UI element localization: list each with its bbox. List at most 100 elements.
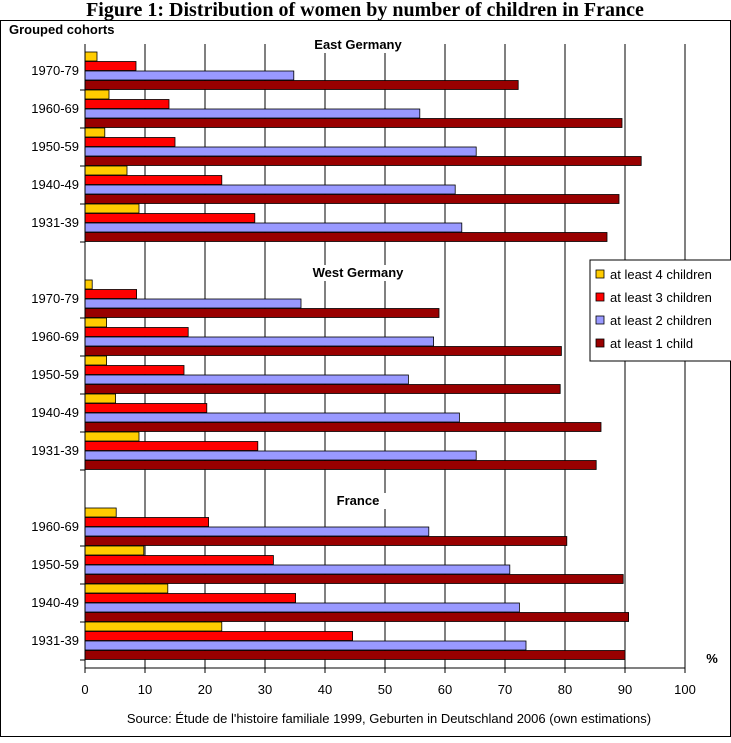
x-tick-label: 60 bbox=[438, 682, 452, 697]
group-label-layer: East Germany West Germany France bbox=[302, 37, 414, 509]
legend-swatch bbox=[595, 269, 605, 279]
bar bbox=[84, 393, 117, 404]
tick-layer: 0 10 20 30 40 50 60 70 80 90 100 1970-79 1960-69 1950… bbox=[31, 63, 696, 697]
y-tick-label: 1950-59 bbox=[31, 557, 79, 572]
legend-swatch bbox=[595, 292, 605, 302]
bar bbox=[84, 412, 460, 423]
bar bbox=[84, 422, 602, 432]
x-tick-label: 50 bbox=[378, 682, 392, 697]
bar bbox=[84, 602, 520, 613]
legend-label: at least 1 child bbox=[610, 336, 693, 351]
y-tick-label: 1931-39 bbox=[31, 633, 79, 648]
bar bbox=[84, 374, 409, 385]
y-tick-label: 1960-69 bbox=[31, 329, 79, 344]
bar bbox=[84, 517, 209, 527]
y-tick-label: 1931-39 bbox=[31, 215, 79, 230]
bar bbox=[84, 507, 117, 518]
legend-label: at least 4 children bbox=[610, 267, 712, 282]
bar bbox=[84, 213, 256, 223]
x-tick-label: 90 bbox=[618, 682, 632, 697]
bar bbox=[84, 631, 354, 641]
legend: at least 4 children at least 3 children at… bbox=[589, 259, 731, 362]
legend-items: at least 4 children at least 3 children at… bbox=[595, 267, 712, 351]
y-tick-label: 1940-49 bbox=[31, 405, 79, 420]
y-tick-label: 1940-49 bbox=[31, 595, 79, 610]
figure-title: Figure 1: Distribution of women by numbe… bbox=[86, 0, 644, 21]
bar bbox=[84, 593, 297, 603]
bar bbox=[84, 555, 274, 565]
bar bbox=[84, 612, 629, 622]
legend-label: at least 3 children bbox=[610, 290, 712, 305]
bar bbox=[84, 99, 170, 109]
x-tick-label: 100 bbox=[674, 682, 696, 697]
source-note: Source: Étude de l'histoire familiale 19… bbox=[127, 711, 651, 726]
bar bbox=[84, 127, 106, 138]
bar bbox=[84, 336, 435, 347]
bar bbox=[84, 564, 511, 575]
legend-box bbox=[589, 259, 731, 362]
group-label: France bbox=[337, 493, 380, 508]
y-tick-label: 1960-69 bbox=[31, 519, 79, 534]
y-tick-label: 1950-59 bbox=[31, 367, 79, 382]
x-tick-label: 10 bbox=[138, 682, 152, 697]
legend-swatch bbox=[595, 315, 605, 325]
bar bbox=[84, 289, 137, 299]
bar bbox=[84, 279, 93, 290]
bar bbox=[84, 574, 624, 584]
bar bbox=[84, 165, 128, 176]
bar bbox=[84, 460, 597, 470]
legend-swatch bbox=[595, 338, 605, 348]
legend-label: at least 2 children bbox=[610, 313, 712, 328]
y-tick-label: 1940-49 bbox=[31, 177, 79, 192]
bar bbox=[84, 89, 110, 100]
unit-label: % bbox=[706, 651, 718, 666]
bar bbox=[84, 137, 176, 147]
bar bbox=[84, 431, 140, 442]
bar bbox=[84, 175, 223, 185]
bar bbox=[84, 51, 98, 62]
group-label-background bbox=[302, 37, 414, 53]
bar bbox=[84, 298, 302, 309]
bar bbox=[84, 403, 208, 413]
x-tick-label: 70 bbox=[498, 682, 512, 697]
bar bbox=[84, 61, 137, 71]
bar bbox=[84, 526, 430, 537]
y-tick-label: 1970-79 bbox=[31, 291, 79, 306]
y-tick-label: 1960-69 bbox=[31, 101, 79, 116]
bar bbox=[84, 536, 568, 546]
bar bbox=[84, 308, 440, 318]
group-label-background bbox=[302, 265, 414, 281]
group-label: West Germany bbox=[313, 265, 405, 280]
x-tick-label: 80 bbox=[558, 682, 572, 697]
bar bbox=[84, 545, 145, 556]
bar bbox=[84, 222, 463, 233]
bar bbox=[84, 583, 169, 594]
y-axis-title: Grouped cohorts bbox=[9, 22, 114, 37]
bar bbox=[84, 146, 477, 157]
x-tick-label: 20 bbox=[198, 682, 212, 697]
bar bbox=[84, 194, 620, 204]
x-tick-label: 0 bbox=[81, 682, 88, 697]
bar bbox=[84, 650, 626, 660]
bar bbox=[84, 184, 456, 195]
bar bbox=[84, 640, 527, 651]
bar bbox=[84, 108, 421, 119]
group-label: East Germany bbox=[314, 37, 402, 52]
bar bbox=[84, 621, 223, 632]
bar bbox=[84, 232, 608, 242]
y-tick-label: 1931-39 bbox=[31, 443, 79, 458]
x-tick-label: 30 bbox=[258, 682, 272, 697]
bar bbox=[84, 156, 642, 166]
bar bbox=[84, 327, 189, 337]
y-tick-label: 1970-79 bbox=[31, 63, 79, 78]
bar bbox=[84, 118, 623, 128]
bar bbox=[84, 317, 108, 328]
bar bbox=[84, 384, 561, 394]
bar bbox=[84, 346, 562, 356]
bar bbox=[84, 70, 295, 81]
bar bbox=[84, 365, 185, 375]
bar bbox=[84, 441, 259, 451]
y-tick-label: 1950-59 bbox=[31, 139, 79, 154]
